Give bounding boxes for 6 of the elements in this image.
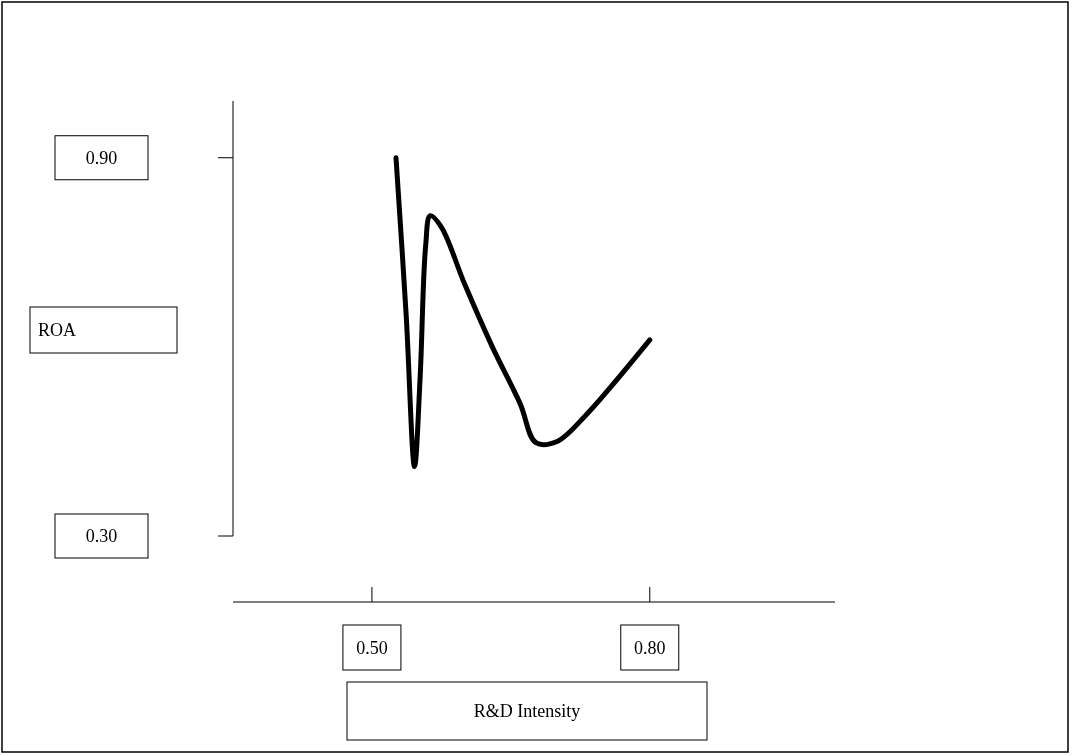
x-axis-title: R&D Intensity xyxy=(473,701,581,721)
x-tick-label: 0.50 xyxy=(356,637,388,658)
y-tick-label: 0.30 xyxy=(85,526,118,546)
y-tick-label: 0.90 xyxy=(85,147,118,168)
x-tick-label: 0.80 xyxy=(634,637,666,658)
y-axis-title: ROA xyxy=(38,320,77,340)
